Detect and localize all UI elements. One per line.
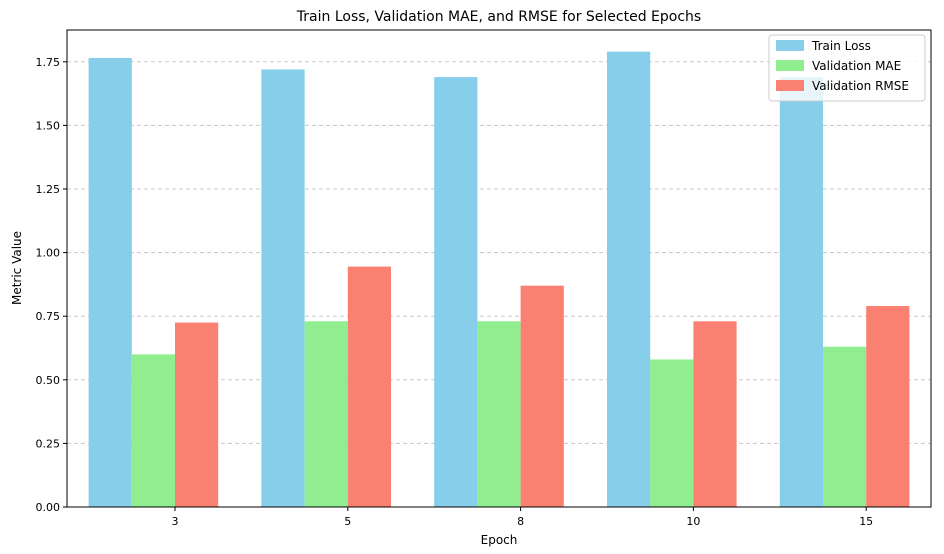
legend-entry: Validation RMSE [812, 79, 909, 93]
x-tick-label: 15 [859, 515, 873, 528]
legend-entry: Train Loss [811, 39, 871, 53]
y-tick-label: 0.00 [36, 501, 61, 514]
legend-box [768, 34, 926, 102]
x-tick-label: 10 [686, 515, 700, 528]
bar [477, 321, 521, 507]
legend-swatch [776, 80, 804, 91]
x-axis-ticks: 3 5 8 10 15 [172, 507, 873, 528]
bars [88, 51, 910, 508]
y-tick-label: 1.25 [36, 183, 61, 196]
y-axis-ticks: 0.00 0.25 0.50 0.75 1.00 1.25 1.50 1.75 [36, 56, 67, 514]
y-tick-label: 0.75 [36, 310, 61, 323]
bar [779, 77, 823, 508]
bar [347, 266, 391, 507]
bar [607, 51, 651, 508]
bar [823, 346, 867, 507]
bar [693, 321, 737, 507]
bar [261, 69, 305, 507]
bar [866, 306, 910, 507]
plot-frame [66, 29, 932, 508]
bar [520, 285, 564, 507]
legend-swatch [776, 40, 804, 51]
legend-swatch [776, 60, 804, 71]
x-tick-label: 5 [344, 515, 351, 528]
bar [175, 322, 219, 507]
y-tick-label: 0.50 [36, 374, 61, 387]
legend-entry: Validation MAE [812, 59, 901, 73]
legend: Train Loss Validation MAE Validation RMSE [768, 34, 926, 102]
bar [131, 354, 175, 507]
chart-title: Train Loss, Validation MAE, and RMSE for… [296, 9, 701, 25]
bar [88, 57, 132, 507]
bar [304, 321, 348, 507]
x-tick-label: 3 [172, 515, 179, 528]
bar [434, 77, 478, 508]
bar [650, 359, 694, 507]
y-tick-label: 1.50 [36, 119, 61, 132]
y-tick-label: 0.25 [36, 437, 61, 450]
y-tick-label: 1.00 [36, 247, 61, 260]
y-axis-label: Metric Value [10, 231, 24, 305]
x-axis-label: Epoch [481, 533, 518, 547]
y-tick-label: 1.75 [36, 56, 61, 69]
x-tick-label: 8 [517, 515, 524, 528]
